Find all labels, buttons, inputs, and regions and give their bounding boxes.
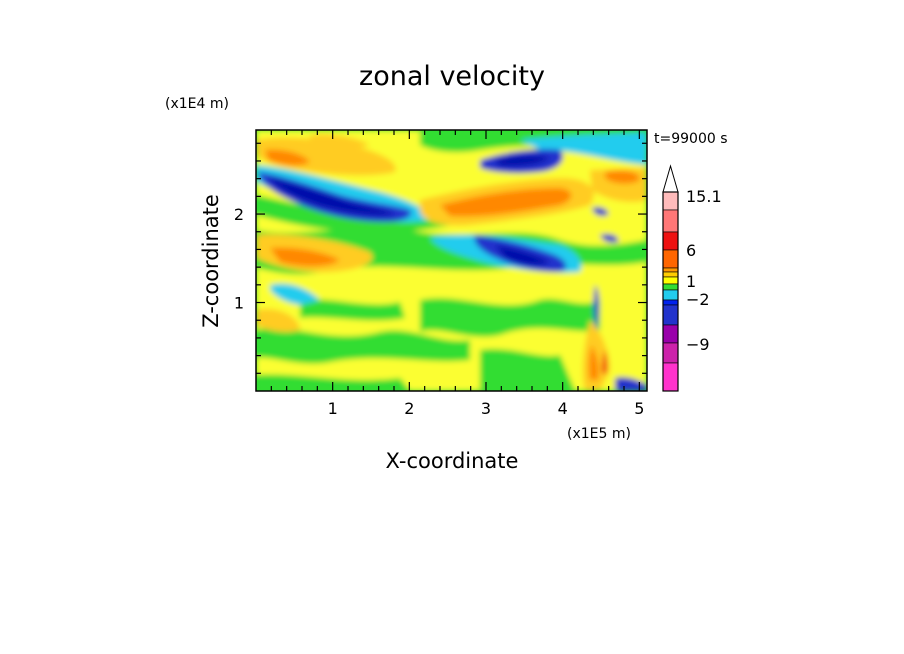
colorbar-band bbox=[662, 342, 679, 364]
colorbar-band bbox=[662, 231, 679, 251]
x-axis-title: X-coordinate bbox=[386, 449, 519, 473]
colorbar-label: −9 bbox=[686, 335, 710, 354]
colorbar: 15.1 6 1−2 −9 bbox=[662, 164, 722, 392]
colorbar-band bbox=[662, 267, 679, 273]
plot-frame bbox=[255, 129, 648, 392]
colorbar-label: 1 bbox=[686, 272, 696, 291]
time-label: t=99000 s bbox=[654, 131, 728, 147]
colorbar-band bbox=[662, 209, 679, 233]
axis-ticks: 1 2 3 4 5 1 2 bbox=[234, 130, 647, 418]
colorbar-label: 15.1 bbox=[686, 187, 722, 206]
x-unit-label: (x1E5 m) bbox=[567, 426, 631, 442]
y-unit-label: (x1E4 m) bbox=[165, 96, 229, 112]
colorbar-band bbox=[662, 289, 679, 301]
colorbar-frame bbox=[662, 191, 679, 392]
colorbar-band bbox=[662, 249, 679, 269]
x-tick-label: 5 bbox=[634, 399, 644, 418]
colorbar-extend-arrow bbox=[662, 164, 679, 193]
colorbar-band bbox=[662, 283, 679, 291]
chart-title: zonal velocity bbox=[359, 61, 545, 92]
colorbar-band bbox=[662, 324, 679, 344]
colorbar-band bbox=[662, 304, 679, 326]
x-tick-label: 3 bbox=[481, 399, 491, 418]
colorbar-band bbox=[662, 271, 679, 278]
colorbar-band bbox=[662, 191, 679, 211]
y-tick-label: 1 bbox=[234, 294, 244, 313]
colorbar-band bbox=[662, 299, 679, 306]
x-tick-label: 1 bbox=[328, 399, 338, 418]
velocity-field bbox=[256, 130, 647, 391]
y-axis-title: Z-coordinate bbox=[199, 194, 223, 328]
colorbar-label: −2 bbox=[686, 290, 710, 309]
x-tick-label: 4 bbox=[558, 399, 568, 418]
colorbar-band bbox=[662, 362, 679, 392]
colorbar-label: 6 bbox=[686, 241, 696, 260]
x-tick-label: 2 bbox=[404, 399, 414, 418]
y-tick-label: 2 bbox=[234, 205, 244, 224]
colorbar-band bbox=[662, 276, 679, 285]
